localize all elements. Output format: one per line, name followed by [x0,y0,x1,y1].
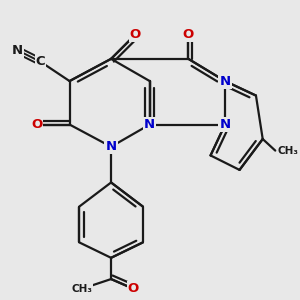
Text: O: O [183,28,194,41]
Text: O: O [128,282,139,295]
Text: N: N [12,44,23,57]
Text: N: N [220,118,231,131]
Text: CH₃: CH₃ [72,284,93,294]
Text: N: N [144,118,155,131]
Text: C: C [36,55,45,68]
Text: O: O [130,28,141,41]
Text: CH₃: CH₃ [277,146,298,156]
Text: N: N [220,75,231,88]
Text: O: O [31,118,42,131]
Text: N: N [106,140,117,153]
